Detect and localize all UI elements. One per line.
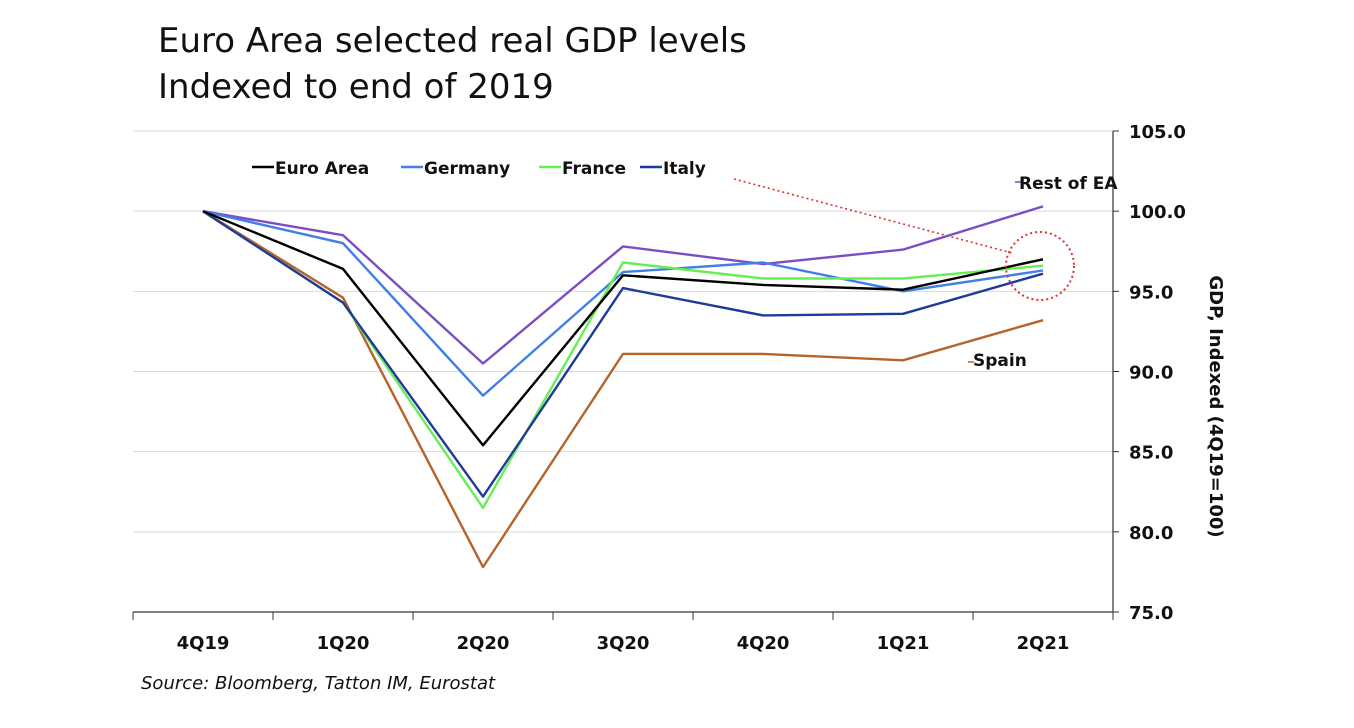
title-line-1: Euro Area selected real GDP levels xyxy=(158,21,747,61)
legend-label: Germany xyxy=(424,159,510,179)
y-tick-label: 105.0 xyxy=(1129,122,1186,143)
y-tick-label: 80.0 xyxy=(1129,523,1173,544)
series-line-france xyxy=(202,210,1044,509)
legend-label: Euro Area xyxy=(275,159,369,179)
y-tick-label: 85.0 xyxy=(1129,443,1173,464)
x-tick-label: 2Q21 xyxy=(1017,633,1070,654)
series-line-rest-of-ea xyxy=(202,205,1044,365)
legend-label: France xyxy=(562,159,626,179)
title-line-2: Indexed to end of 2019 xyxy=(158,67,554,107)
legend-label: Italy xyxy=(663,159,706,179)
annotation-rest-of-ea: Rest of EA xyxy=(1019,174,1118,194)
series-line-spain xyxy=(202,210,1044,569)
y-tick-label: 75.0 xyxy=(1129,603,1173,624)
x-tick-label: 2Q20 xyxy=(457,633,510,654)
source-note: Source: Bloomberg, Tatton IM, Eurostat xyxy=(141,673,496,694)
highlight-circle xyxy=(1005,231,1075,301)
y-tick-label: 100.0 xyxy=(1129,202,1186,223)
y-tick-label: 95.0 xyxy=(1129,282,1173,303)
x-tick-label: 3Q20 xyxy=(597,633,650,654)
annotation-spain: Spain xyxy=(973,351,1027,371)
series-line-italy xyxy=(202,210,1044,498)
series-line-euro-area xyxy=(202,210,1044,447)
series-line-germany xyxy=(202,210,1044,397)
highlight-connector xyxy=(733,178,1013,254)
x-tick-label: 1Q21 xyxy=(877,633,930,654)
y-axis-label: GDP, Indexed (4Q19=100) xyxy=(1205,275,1226,537)
x-tick-label: 1Q20 xyxy=(317,633,370,654)
x-tick-label: 4Q19 xyxy=(177,633,230,654)
y-tick-label: 90.0 xyxy=(1129,363,1173,384)
x-tick-label: 4Q20 xyxy=(737,633,790,654)
chart-title: Euro Area selected real GDP levels Index… xyxy=(158,18,747,110)
